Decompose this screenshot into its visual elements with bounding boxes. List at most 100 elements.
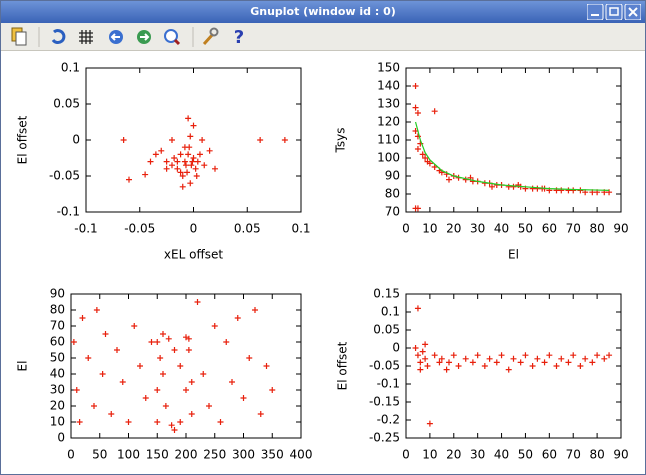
y-tick-label: 100 — [377, 151, 400, 165]
point — [546, 352, 553, 359]
y-tick-label: 130 — [377, 97, 400, 111]
plot-frame — [405, 293, 622, 439]
point — [177, 363, 184, 369]
point — [414, 205, 421, 212]
x-tick-label: 0 — [402, 222, 410, 236]
point — [426, 160, 433, 167]
point — [154, 387, 161, 393]
point — [185, 347, 192, 353]
point — [157, 355, 164, 361]
point — [534, 355, 541, 362]
point — [246, 355, 253, 361]
x-tick-label: 250 — [203, 448, 226, 462]
point — [160, 371, 166, 377]
replot-button[interactable] — [51, 29, 66, 45]
toolbar-icons: ? — [11, 27, 244, 48]
x-tick-label: 50 — [518, 222, 533, 236]
point — [419, 348, 426, 355]
copy-button[interactable] — [11, 27, 27, 46]
help-button[interactable]: ? — [234, 27, 244, 48]
point — [177, 419, 184, 425]
autoscale-button[interactable] — [164, 29, 181, 46]
y-axis-label: El offset — [16, 115, 30, 164]
point — [426, 420, 433, 427]
settings-button[interactable] — [202, 27, 219, 46]
point — [257, 411, 264, 417]
point — [119, 379, 126, 385]
window-buttons — [587, 4, 641, 20]
point — [577, 187, 584, 194]
y-tick-label: 80 — [385, 187, 400, 201]
x-axis-label: xEL offset — [164, 248, 223, 262]
x-tick-label: 40 — [494, 222, 509, 236]
point — [174, 165, 181, 172]
y-tick-label: 90 — [50, 287, 65, 301]
point — [184, 169, 191, 176]
y-tick-label: 0.05 — [373, 323, 400, 337]
x-tick-label: 0.1 — [291, 222, 310, 236]
point — [589, 359, 596, 366]
point — [474, 352, 481, 359]
x-tick-label: 300 — [232, 448, 255, 462]
point — [73, 387, 80, 393]
point — [181, 158, 188, 165]
zoom-next-button[interactable] — [137, 30, 151, 44]
point — [70, 339, 77, 345]
window-title: Gnuplot (window id : 0) — [250, 5, 396, 18]
point — [498, 352, 505, 359]
point — [163, 158, 170, 165]
point — [541, 359, 548, 366]
grid-button[interactable] — [79, 30, 93, 44]
point — [601, 355, 608, 362]
point — [217, 419, 224, 425]
point — [93, 307, 100, 313]
point — [565, 359, 572, 366]
point — [188, 379, 195, 385]
point — [414, 352, 421, 359]
point — [229, 379, 235, 385]
point — [577, 363, 584, 369]
y-axis-label: El offset — [336, 341, 350, 390]
y-tick-label: -0.15 — [369, 395, 400, 409]
point — [553, 363, 560, 369]
point — [147, 158, 154, 165]
point — [99, 371, 106, 377]
y-axis-label: Tsys — [334, 128, 348, 154]
y-tick-label: 0.05 — [53, 97, 80, 111]
point — [257, 137, 264, 143]
point — [234, 315, 241, 321]
point — [148, 339, 155, 345]
point — [515, 182, 522, 188]
point — [183, 387, 189, 393]
point — [450, 352, 457, 359]
fit-line — [414, 121, 610, 191]
point — [142, 395, 149, 401]
point — [281, 137, 288, 143]
point — [182, 162, 189, 169]
maximize-button[interactable] — [605, 4, 623, 20]
point — [489, 183, 495, 190]
y-tick-label: 40 — [50, 367, 65, 381]
toolbar: ? — [1, 23, 645, 51]
point — [446, 359, 452, 366]
point — [125, 419, 132, 425]
x-axis-label: El — [508, 474, 519, 475]
zoom-prev-button[interactable] — [109, 30, 123, 44]
point — [200, 371, 207, 377]
point — [137, 363, 143, 369]
point — [570, 187, 577, 194]
point — [188, 162, 195, 169]
point — [412, 104, 419, 111]
x-tick-label: 70 — [566, 222, 581, 236]
point — [582, 355, 589, 362]
point — [424, 363, 431, 369]
point — [252, 307, 258, 313]
y-tick-label: 90 — [385, 169, 400, 183]
y-tick-label: 110 — [377, 133, 400, 147]
point — [189, 158, 196, 165]
point — [171, 155, 178, 161]
point — [169, 137, 175, 143]
point — [263, 363, 270, 369]
point — [436, 359, 443, 366]
minimize-button[interactable] — [587, 4, 604, 20]
